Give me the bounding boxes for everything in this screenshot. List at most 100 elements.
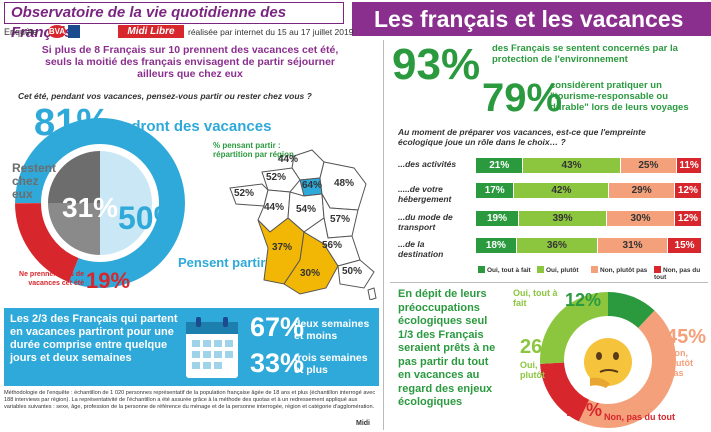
label-33: trois semaines et plus bbox=[294, 352, 368, 376]
bar-category-label: .....de votre hébergement bbox=[398, 184, 452, 204]
bar-segment: 18% bbox=[476, 238, 516, 253]
horizontal-divider bbox=[390, 282, 708, 283]
map-value-2: 52% bbox=[266, 172, 287, 183]
map-value-12: 50% bbox=[342, 266, 363, 277]
bar-category-label: ...du mode de transport bbox=[398, 212, 453, 232]
map-value-11: 56% bbox=[322, 240, 343, 251]
bar-segment: 31% bbox=[598, 238, 668, 253]
text-93: des Français se sentent concernés par la… bbox=[492, 43, 678, 65]
methodology-note: Méthodologie de l'enquête : échantillon … bbox=[4, 390, 376, 410]
bva-logo: BVA bbox=[48, 25, 66, 38]
bar-segment: 11% bbox=[677, 158, 701, 173]
bar-segment: 15% bbox=[668, 238, 701, 253]
departure-donut-chart bbox=[15, 118, 185, 288]
map-value-5: 52% bbox=[234, 188, 255, 199]
legend-label: Oui, plutôt bbox=[546, 267, 579, 274]
right-title: Les français et les vacances vertes bbox=[352, 2, 711, 66]
map-value-8: 57% bbox=[330, 214, 351, 225]
legend-label: Oui, tout à fait bbox=[487, 267, 531, 274]
legend-swatch bbox=[591, 266, 598, 273]
question-partir: Cet été, pendant vos vacances, pensez-vo… bbox=[18, 91, 312, 101]
france-map bbox=[229, 149, 377, 300]
legend-label: Non, pas du tout bbox=[654, 267, 701, 281]
label-restent: Restent chez eux bbox=[12, 161, 57, 201]
emoji-eye-left bbox=[596, 352, 602, 360]
bar-segment: 17% bbox=[476, 183, 514, 198]
legend-item: Oui, plutôt bbox=[537, 266, 579, 274]
label-12: Oui, tout à fait bbox=[513, 288, 558, 308]
bottom-right-text: En dépit de leurs préoccupations écologi… bbox=[398, 288, 496, 408]
bar-segment: 36% bbox=[516, 238, 598, 253]
pct-45: 45% bbox=[666, 326, 707, 348]
map-value-1: 44% bbox=[278, 154, 299, 165]
label-26: Oui, plutôt bbox=[520, 360, 545, 380]
partner-logo bbox=[68, 25, 80, 38]
bar-segment: 12% bbox=[674, 183, 701, 198]
legend-swatch bbox=[654, 266, 661, 273]
map-value-4: 48% bbox=[334, 178, 355, 189]
pct-81: 81% bbox=[34, 102, 111, 144]
calendar-icon bbox=[186, 317, 238, 378]
slice-restent-2 bbox=[48, 203, 100, 255]
bar-segment: 21% bbox=[476, 158, 523, 173]
donut2-slice bbox=[540, 292, 676, 428]
pct-17: 17% bbox=[566, 400, 603, 420]
text-79: considèrent pratiquer un "tourisme-respo… bbox=[550, 80, 689, 113]
legend-label: Non, plutôt pas bbox=[600, 267, 648, 274]
label-45: Non, plutôt pas bbox=[668, 348, 693, 378]
label-17: Non, pas du tout bbox=[604, 412, 675, 422]
pct-93: 93% bbox=[392, 40, 481, 89]
region-normandie bbox=[261, 167, 301, 193]
map-value-6: 44% bbox=[264, 202, 285, 213]
region-auvergne bbox=[303, 217, 361, 267]
vertical-divider bbox=[383, 40, 384, 430]
pct-33: 33% bbox=[250, 348, 305, 378]
enquete-label: Enquête bbox=[4, 27, 38, 37]
bar-segment: 39% bbox=[518, 211, 607, 226]
map-value-7: 54% bbox=[296, 204, 317, 215]
bar-segment: 43% bbox=[523, 158, 620, 173]
bar-segment: 19% bbox=[476, 211, 518, 226]
legend-item: Non, plutôt pas bbox=[591, 266, 647, 274]
label-prendront: Prendront des vacances bbox=[98, 118, 272, 135]
label-pensent: Pensent partir bbox=[178, 255, 266, 270]
pct-50: 50% bbox=[118, 200, 183, 236]
emoji-face bbox=[584, 338, 632, 386]
duration-text: Les 2/3 des Français qui partent en vaca… bbox=[10, 313, 178, 364]
eco-question: Au moment de préparer vos vacances, est-… bbox=[398, 127, 646, 147]
legend-swatch bbox=[478, 266, 485, 273]
left-title: Observatoire de la vie quotidienne des F… bbox=[4, 2, 344, 41]
pct-79: 79% bbox=[482, 76, 563, 120]
legend-item: Oui, tout à fait bbox=[478, 266, 531, 274]
region-corse bbox=[367, 287, 377, 300]
label-ne-prennent: Ne prennent pas de vacances cet été bbox=[19, 271, 84, 287]
pct-31: 31% bbox=[62, 192, 119, 223]
slice-restent bbox=[48, 151, 100, 203]
intro-text: Si plus de 8 Français sur 10 prennent de… bbox=[41, 44, 339, 80]
label-67: deux semaines et moins bbox=[294, 318, 370, 342]
emoji-mouth bbox=[599, 369, 619, 373]
slice-pensent bbox=[100, 151, 152, 255]
emoji-hand bbox=[590, 377, 610, 388]
bar-segment: 42% bbox=[514, 183, 609, 198]
region-paca bbox=[337, 259, 375, 289]
map-value-3: 64% bbox=[302, 180, 323, 191]
bar-segment: 29% bbox=[609, 183, 674, 198]
bar-segment: 30% bbox=[607, 211, 674, 226]
pct-12: 12% bbox=[565, 290, 602, 310]
pct-67: 67% bbox=[250, 312, 305, 342]
bar-category-label: ...de la destination bbox=[398, 239, 444, 259]
midi-libre-logo: Midi Libre bbox=[118, 25, 184, 38]
bar-category-label: ...des activités bbox=[398, 159, 457, 169]
pct-19: 19% bbox=[86, 268, 131, 293]
emoji-eye-right bbox=[613, 352, 619, 360]
bar-segment: 12% bbox=[674, 211, 701, 226]
legend-item: Non, pas du tout bbox=[654, 266, 711, 281]
map-value-9: 37% bbox=[272, 242, 293, 253]
survey-dates: réalisée par internet du 15 au 17 juille… bbox=[188, 27, 354, 37]
legend-swatch bbox=[537, 266, 544, 273]
map-value-10: 30% bbox=[300, 268, 321, 279]
footer-mark: Midi bbox=[356, 420, 370, 427]
bar-segment: 25% bbox=[620, 158, 677, 173]
willingness-donut-chart bbox=[540, 292, 676, 428]
